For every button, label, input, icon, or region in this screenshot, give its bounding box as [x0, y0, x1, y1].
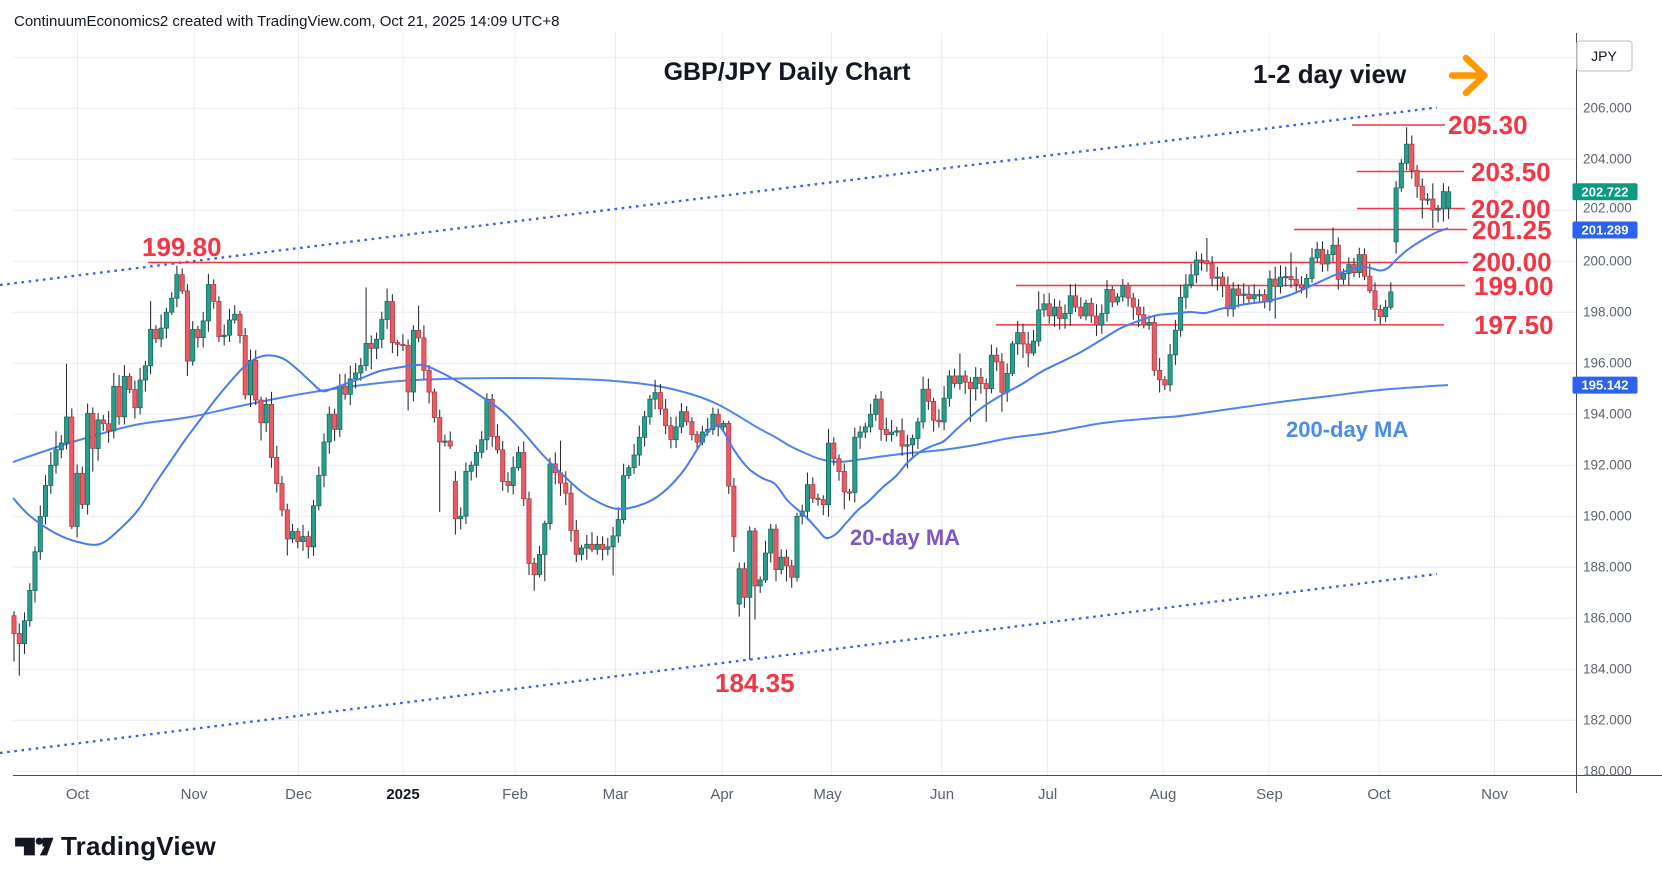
- svg-text:196.000: 196.000: [1583, 356, 1632, 371]
- svg-text:Jun: Jun: [930, 786, 954, 803]
- svg-text:200.00: 200.00: [1472, 247, 1552, 277]
- svg-text:Dec: Dec: [285, 786, 312, 803]
- svg-text:202.000: 202.000: [1583, 201, 1632, 216]
- svg-text:201.289: 201.289: [1582, 223, 1629, 238]
- svg-text:204.000: 204.000: [1583, 152, 1632, 167]
- svg-text:ContinuumEconomics2 created wi: ContinuumEconomics2 created with Trading…: [14, 13, 559, 30]
- svg-text:Jul: Jul: [1038, 786, 1057, 803]
- svg-text:190.000: 190.000: [1583, 509, 1632, 524]
- svg-text:201.25: 201.25: [1472, 215, 1552, 245]
- svg-text:199.00: 199.00: [1474, 271, 1554, 301]
- svg-text:197.50: 197.50: [1474, 310, 1554, 340]
- svg-text:202.00: 202.00: [1471, 194, 1551, 224]
- svg-text:194.000: 194.000: [1583, 407, 1632, 422]
- svg-text:Sep: Sep: [1256, 786, 1283, 803]
- svg-text:206.000: 206.000: [1583, 101, 1632, 116]
- svg-text:May: May: [813, 786, 842, 803]
- svg-text:Mar: Mar: [603, 786, 629, 803]
- svg-text:199.80: 199.80: [142, 232, 222, 262]
- svg-text:195.142: 195.142: [1582, 378, 1629, 393]
- svg-text:Nov: Nov: [181, 786, 208, 803]
- svg-text:2025: 2025: [386, 786, 419, 803]
- svg-text:1-2 day view: 1-2 day view: [1253, 59, 1407, 89]
- svg-text:202.722: 202.722: [1582, 184, 1629, 199]
- svg-text:182.000: 182.000: [1583, 713, 1632, 728]
- svg-text:200-day MA: 200-day MA: [1286, 417, 1408, 442]
- svg-text:184.000: 184.000: [1583, 662, 1632, 677]
- svg-text:Nov: Nov: [1481, 786, 1508, 803]
- svg-text:192.000: 192.000: [1583, 458, 1632, 473]
- svg-text:180.000: 180.000: [1583, 764, 1632, 779]
- svg-text:184.35: 184.35: [715, 668, 795, 698]
- svg-text:203.50: 203.50: [1471, 157, 1551, 187]
- svg-text:188.000: 188.000: [1583, 560, 1632, 575]
- svg-text:Feb: Feb: [502, 786, 528, 803]
- svg-text:198.000: 198.000: [1583, 305, 1632, 320]
- svg-text:TradingView: TradingView: [61, 831, 216, 861]
- svg-text:Oct: Oct: [66, 786, 90, 803]
- svg-text:186.000: 186.000: [1583, 611, 1632, 626]
- svg-text:Apr: Apr: [710, 786, 733, 803]
- svg-text:JPY: JPY: [1591, 48, 1617, 64]
- svg-text:Aug: Aug: [1150, 786, 1177, 803]
- svg-text:200.000: 200.000: [1583, 254, 1632, 269]
- svg-text:205.30: 205.30: [1448, 110, 1528, 140]
- svg-text:20-day MA: 20-day MA: [850, 525, 960, 550]
- svg-text:GBP/JPY Daily Chart: GBP/JPY Daily Chart: [664, 58, 912, 86]
- svg-text:Oct: Oct: [1367, 786, 1391, 803]
